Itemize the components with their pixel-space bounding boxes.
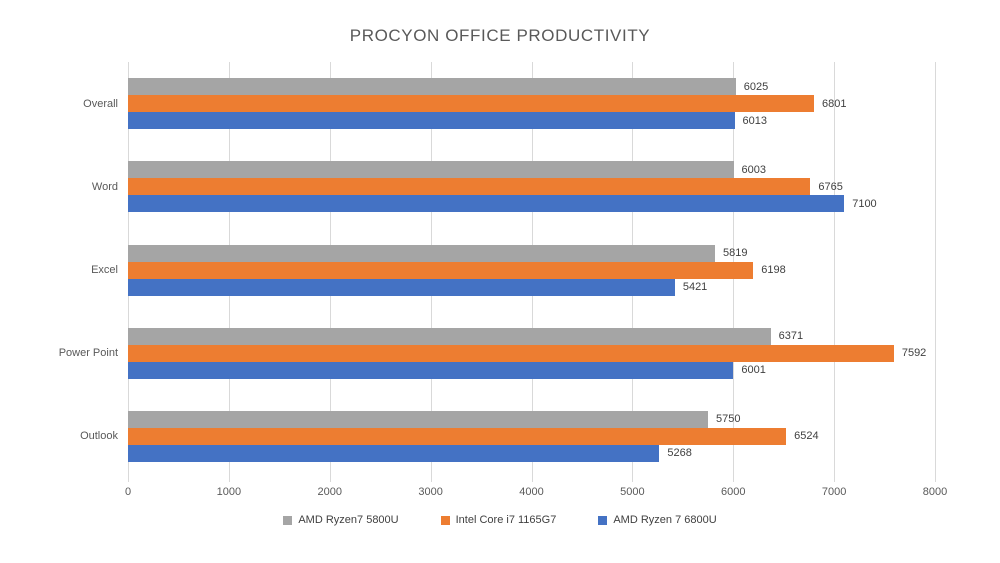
x-tick-label: 5000 [620,486,645,498]
category-label-overall: Overall [83,97,118,110]
gridline [935,62,936,482]
bar-outlook-amd-ryzen-7-6800u [128,444,660,462]
x-tick-label: 8000 [922,486,948,498]
data-label: 5421 [682,281,708,293]
data-label: 6801 [822,97,847,110]
bar-overall-amd-ryzen7-5800u [128,78,736,96]
bar-overall-intel-core-i7-1165g7 [128,95,815,113]
x-tick-label: 4000 [519,486,544,498]
bar-excel-amd-ryzen-7-6800u [128,278,675,296]
category-label-word: Word [91,180,118,193]
category-label-excel: Excel [91,264,118,276]
bar-outlook-intel-core-i7-1165g7 [128,427,787,445]
data-label: 6371 [778,330,804,343]
data-label: 6001 [741,364,766,377]
legend-label: AMD Ryzen 7 6800U [613,514,717,526]
data-label: 6003 [741,163,767,176]
x-tick-label: 3000 [418,486,443,498]
legend-item-amd-ryzen7-5800u: AMD Ryzen7 5800U [283,514,399,526]
legend-swatch-icon [598,515,608,525]
x-tick-label: 6000 [721,486,746,498]
bar-excel-intel-core-i7-1165g7 [128,261,754,279]
legend-item-intel-core-i7-1165g7: Intel Core i7 1165G7 [440,514,557,526]
x-tick-label: 1000 [216,486,242,498]
legend-swatch-icon [440,515,450,525]
x-tick-label: 2000 [317,486,342,498]
bar-overall-amd-ryzen-7-6800u [128,112,735,130]
plot-area: 6025 6801 6013 6003 6765 7100 5819 6198 5421 6371… [128,62,936,482]
data-label: 7592 [901,347,927,360]
bar-power-point-amd-ryzen7-5800u [128,327,771,345]
bar-excel-amd-ryzen7-5800u [128,244,715,262]
x-tick-label: 0 [124,486,132,498]
legend-label: AMD Ryzen7 5800U [298,514,399,526]
category-label-outlook: Outlook [80,430,118,443]
data-label: 6013 [742,114,768,127]
bar-word-amd-ryzen-7-6800u [128,195,845,213]
x-tick-label: 7000 [821,486,847,498]
bar-outlook-amd-ryzen7-5800u [128,410,709,428]
gridline [834,62,836,482]
legend-item-amd-ryzen-7-6800u: AMD Ryzen 7 6800U [598,514,717,526]
data-label: 6025 [743,80,769,93]
data-label: 7100 [852,197,877,210]
bar-word-amd-ryzen7-5800u [128,161,734,179]
data-label: 5819 [722,247,748,259]
bar-power-point-amd-ryzen-7-6800u [128,361,734,379]
data-label: 5750 [716,413,741,426]
bar-word-intel-core-i7-1165g7 [128,178,811,196]
legend-swatch-icon [283,515,293,525]
category-label-power-point: Power Point [58,347,118,360]
bar-power-point-intel-core-i7-1165g7 [128,344,894,362]
chart-title: PROCYON OFFICE PRODUCTIVITY [349,26,651,45]
data-label: 5268 [667,447,692,460]
legend-label: Intel Core i7 1165G7 [455,514,557,526]
legend: AMD Ryzen7 5800U Intel Core i7 1165G7 AMD … [0,514,1000,526]
data-label: 6765 [818,180,843,193]
data-label: 6198 [761,264,786,276]
data-label: 6524 [794,430,819,443]
